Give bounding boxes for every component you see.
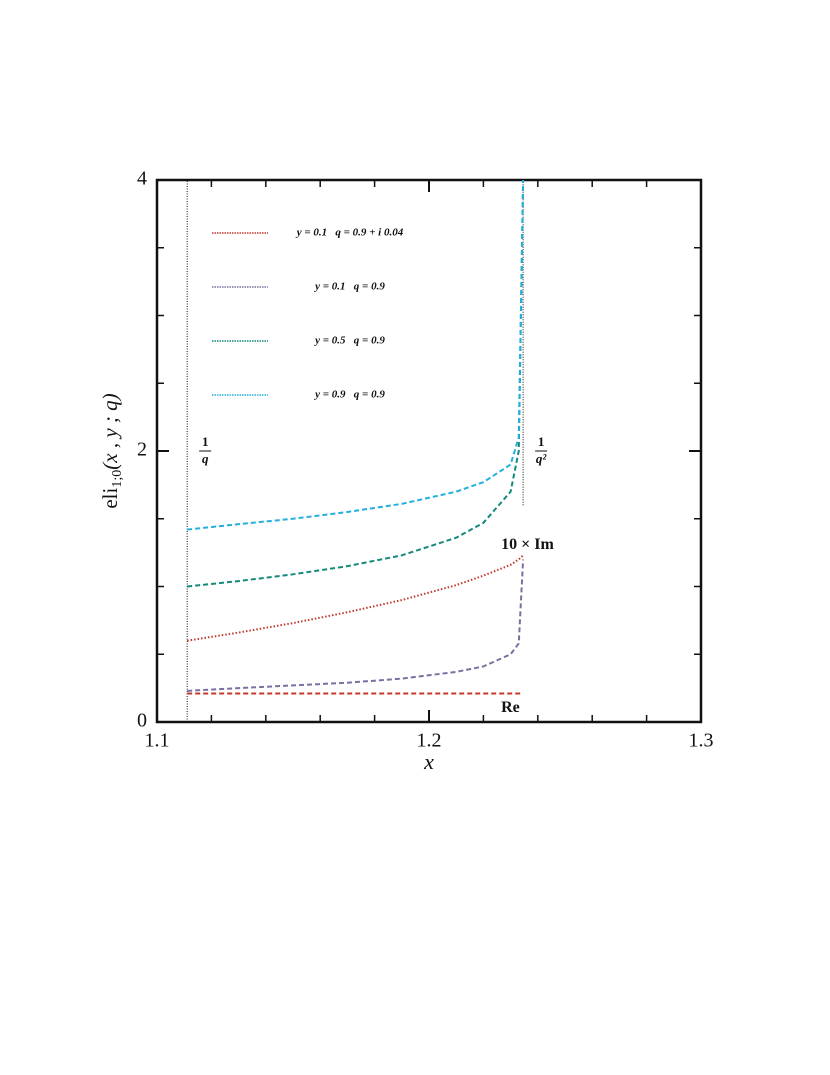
y-label-sub: 1;0: [110, 470, 125, 488]
y-axis-label: eli1;0(x , y ; q): [98, 393, 125, 508]
y-label-main: eli: [98, 487, 122, 508]
fraction-numerator: 1: [202, 434, 209, 449]
x-tick-label: 1.3: [689, 730, 714, 752]
series-line: [187, 179, 525, 588]
curve-annotation: Re: [501, 699, 520, 716]
plot-frame: [155, 178, 703, 724]
y-label-args: (x , y ; q): [98, 393, 122, 469]
fraction-numerator: 1: [538, 434, 545, 449]
y-tick-label: 4: [137, 168, 147, 190]
legend-text: y = 0.1 q = 0.9: [313, 281, 385, 293]
series-line: [187, 559, 525, 692]
x-tick-label: 1.1: [145, 730, 170, 752]
curve-annotation: 10 × Im: [501, 536, 554, 553]
legend-text: y = 0.1 q = 0.9 + i 0.04: [295, 227, 404, 239]
series-line: [187, 554, 524, 642]
x-tick-label: 1.2: [417, 730, 442, 752]
y-tick-label: 2: [137, 439, 147, 461]
fraction-denominator: q²: [536, 451, 548, 466]
x-axis-label: x: [423, 749, 434, 774]
series-line: [187, 179, 525, 531]
legend-text: y = 0.5 q = 0.9: [313, 335, 385, 347]
fraction-denominator: q: [202, 451, 209, 466]
y-tick-label: 0: [137, 710, 147, 732]
legend-text: y = 0.9 q = 0.9: [313, 389, 385, 401]
